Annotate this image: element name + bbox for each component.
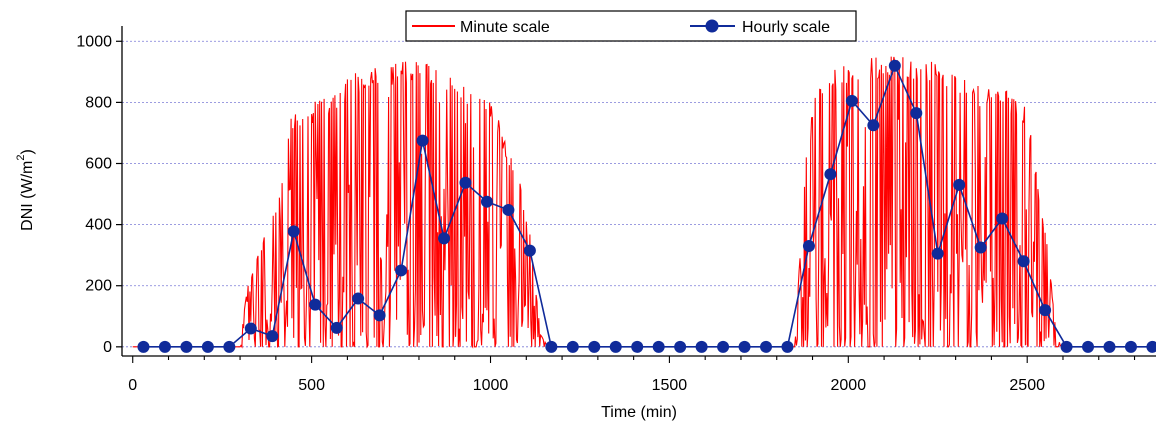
hourly-point: [631, 340, 644, 353]
x-tick-label: 0: [128, 377, 137, 394]
hourly-point: [1124, 340, 1137, 353]
x-tick-label: 2000: [831, 377, 867, 394]
legend-label-hourly: Hourly scale: [742, 19, 830, 36]
legend: Minute scale Hourly scale: [405, 10, 857, 42]
hourly-point: [1103, 340, 1116, 353]
x-tick-label: 1500: [652, 377, 688, 394]
hourly-point: [566, 340, 579, 353]
hourly-point: [1146, 340, 1156, 353]
hourly-point: [480, 195, 493, 208]
hourly-point: [1082, 340, 1095, 353]
hourly-point: [523, 244, 536, 257]
minute-scale-series: [132, 56, 1156, 349]
hourly-point: [652, 340, 665, 353]
hourly-point: [717, 340, 730, 353]
x-tick-label: 1000: [473, 377, 509, 394]
hourly-point: [974, 241, 987, 254]
hourly-point: [802, 240, 815, 252]
hourly-point: [1060, 340, 1073, 353]
legend-box: [405, 10, 857, 42]
hourly-point: [953, 178, 966, 191]
hourly-point: [867, 119, 880, 132]
hourly-point: [309, 298, 322, 311]
hourly-point: [910, 107, 923, 120]
hourly-point: [137, 340, 150, 353]
hourly-point: [459, 176, 472, 189]
hourly-point: [158, 340, 171, 353]
legend-label-minute: Minute scale: [460, 19, 550, 36]
hourly-point: [1039, 304, 1052, 317]
hourly-scale-line: [143, 63, 1153, 348]
hourly-point: [395, 264, 408, 277]
hourly-point: [373, 309, 386, 322]
hourly-scale-series: [137, 59, 1156, 353]
hourly-point: [438, 232, 451, 245]
y-tick-label: 1000: [76, 33, 112, 50]
x-tick-label: 2500: [1009, 377, 1045, 394]
minute-scale-line: [132, 56, 1156, 349]
hourly-point: [416, 134, 429, 147]
hourly-point: [244, 322, 257, 335]
y-axis-title: DNI (W/m2): [15, 149, 36, 231]
hourly-point: [781, 340, 794, 353]
hourly-point: [888, 59, 901, 72]
hourly-point: [845, 94, 858, 107]
y-tick-label: 200: [85, 278, 112, 295]
hourly-point: [352, 292, 365, 305]
hourly-point: [824, 168, 837, 181]
hourly-point: [609, 340, 622, 353]
hourly-point: [674, 340, 687, 353]
hourly-point: [996, 212, 1009, 225]
hourly-point: [1017, 255, 1030, 268]
y-tick-label: 600: [85, 156, 112, 173]
y-ticks: 0 200 400 600 800 1000: [76, 33, 122, 356]
hourly-point: [201, 340, 214, 353]
hourly-point: [330, 321, 343, 334]
hourly-point: [180, 340, 193, 353]
x-ticks: 0 500 1000 1500 2000 2500: [128, 356, 1136, 394]
y-tick-label: 800: [85, 94, 112, 111]
x-tick-label: 500: [298, 377, 325, 394]
hourly-point: [695, 340, 708, 353]
hourly-point: [738, 340, 751, 353]
hourly-point: [588, 340, 601, 353]
hourly-point: [266, 330, 279, 343]
hourly-point: [931, 247, 944, 260]
hourly-point: [545, 340, 558, 353]
hourly-point: [502, 203, 515, 216]
legend-swatch-hourly-marker: [705, 19, 719, 33]
hourly-point: [760, 340, 773, 353]
hourly-point: [287, 225, 300, 238]
hourly-point: [223, 340, 236, 353]
y-tick-label: 0: [103, 339, 112, 356]
y-tick-label: 400: [85, 217, 112, 234]
x-axis-title: Time (min): [601, 404, 677, 421]
